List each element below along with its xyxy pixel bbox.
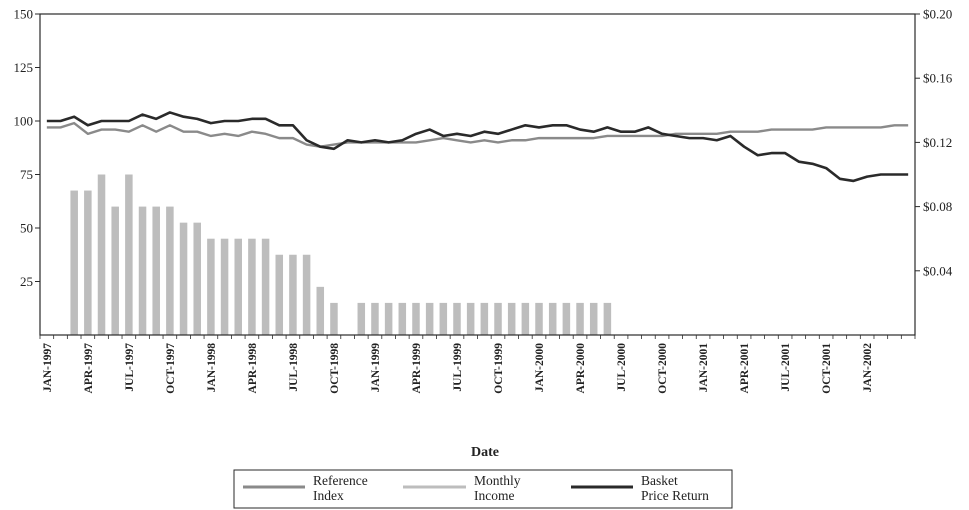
income-bar <box>535 302 543 335</box>
income-bar <box>316 286 325 335</box>
x-tick-label: JUL-2000 <box>616 343 628 392</box>
income-bar <box>125 174 133 335</box>
x-tick-label: JAN-1997 <box>42 343 54 392</box>
income-bar <box>521 302 530 335</box>
x-tick-label: APR-2000 <box>575 343 587 394</box>
legend-label-monthly-2: Income <box>474 488 514 503</box>
income-bar <box>220 238 229 335</box>
left-axis: 150 125 100 75 50 25 <box>14 7 40 289</box>
income-bar <box>207 238 215 335</box>
income-bar <box>466 302 475 335</box>
income-bar <box>84 190 92 335</box>
x-tick-label: JUL-2001 <box>780 343 792 392</box>
income-bar <box>179 222 188 335</box>
legend-label-reference-1: Reference <box>313 473 368 488</box>
income-bar <box>357 302 366 335</box>
legend: Reference Index Monthly Income Basket Pr… <box>233 469 733 509</box>
x-tick-label: OCT-1997 <box>165 343 177 394</box>
income-bar <box>70 190 78 335</box>
income-bar <box>412 302 420 335</box>
x-tick-label: JUL-1997 <box>124 343 136 392</box>
income-bar <box>152 206 160 335</box>
income-bar <box>371 302 379 335</box>
legend-box <box>233 469 733 509</box>
income-bar <box>234 238 242 335</box>
x-tick-label: OCT-1999 <box>493 343 505 394</box>
x-tick-label: OCT-1998 <box>329 343 341 394</box>
x-tick-label: JAN-1999 <box>370 343 382 392</box>
income-bar <box>562 302 571 335</box>
income-bar <box>138 206 147 335</box>
basket-price-return-line <box>46 111 909 183</box>
income-bar <box>302 254 311 335</box>
legend-label-basket-2: Price Return <box>641 488 709 503</box>
income-bar <box>480 302 489 335</box>
income-bar <box>111 206 119 335</box>
right-axis: $0.20 $0.16 $0.12 $0.08 $0.04 <box>915 7 953 278</box>
x-tick-label: APR-2001 <box>739 343 751 394</box>
income-bar <box>453 302 461 335</box>
x-tick-label: APR-1997 <box>83 343 95 394</box>
income-bar <box>289 254 297 335</box>
x-tick-label: JAN-2001 <box>698 343 710 392</box>
income-bar <box>384 302 393 335</box>
income-bar <box>261 238 270 335</box>
x-tick-label: JUL-1998 <box>288 343 300 392</box>
right-tick-label: $0.12 <box>923 135 952 150</box>
income-bar <box>330 302 338 335</box>
income-bars <box>70 174 612 335</box>
x-axis: JAN-1997 APR-1997 JUL-1997 OCT-1997 JAN-1998… <box>39 335 916 394</box>
x-axis-label: Date <box>471 445 499 460</box>
income-bar <box>97 174 106 335</box>
right-tick-label: $0.08 <box>923 199 952 214</box>
income-bar <box>398 302 407 335</box>
legend-label-monthly-1: Monthly <box>474 473 521 488</box>
x-tick-label: OCT-2000 <box>657 343 669 394</box>
x-tick-label: APR-1998 <box>247 343 259 394</box>
x-tick-label: JAN-2002 <box>862 343 874 392</box>
income-bar <box>507 302 516 335</box>
left-tick-label: 25 <box>20 274 33 289</box>
income-bar <box>248 238 256 335</box>
income-bar <box>166 206 174 335</box>
left-tick-label: 75 <box>20 167 33 182</box>
income-bar <box>576 302 584 335</box>
x-tick-label: APR-1999 <box>411 343 423 394</box>
right-tick-label: $0.04 <box>923 263 953 278</box>
income-bar <box>494 302 502 335</box>
x-tick-label: JAN-2000 <box>534 343 546 392</box>
x-tick-label: JUL-1999 <box>452 343 464 392</box>
left-tick-label: 125 <box>14 60 34 75</box>
income-bar <box>548 302 557 335</box>
reference-index-line <box>46 121 909 148</box>
right-tick-label: $0.20 <box>923 7 952 22</box>
x-tick-label: OCT-2001 <box>821 343 833 394</box>
income-bar <box>603 302 612 335</box>
legend-label-reference-2: Index <box>313 488 344 503</box>
income-bar <box>275 254 284 335</box>
income-bar <box>425 302 434 335</box>
left-tick-label: 100 <box>14 114 34 129</box>
legend-label-basket-1: Basket <box>641 473 678 488</box>
right-tick-label: $0.16 <box>923 71 953 86</box>
income-bar <box>439 302 448 335</box>
x-tick-label: JAN-1998 <box>206 343 218 392</box>
left-tick-label: 150 <box>14 7 34 22</box>
left-tick-label: 50 <box>20 221 33 236</box>
income-bar <box>589 302 598 335</box>
lines-layer <box>46 111 909 183</box>
income-bar <box>193 222 201 335</box>
